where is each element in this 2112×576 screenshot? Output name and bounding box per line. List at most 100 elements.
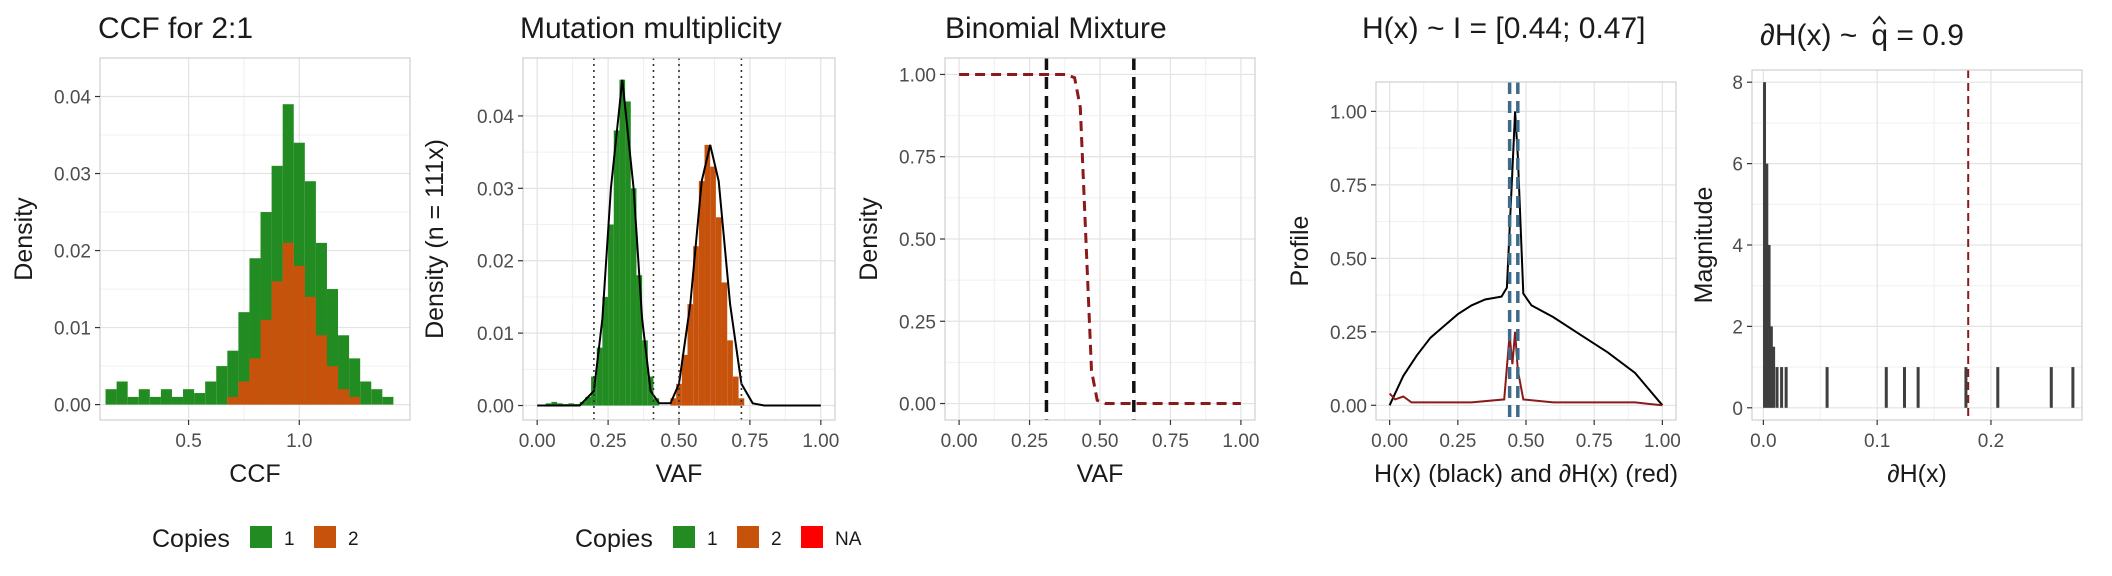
bar <box>1996 367 2000 408</box>
bar-series-1 <box>227 350 239 405</box>
bar-series-2 <box>271 281 283 405</box>
x-tick-label: 0.00 <box>941 431 978 452</box>
bar-series-1 <box>326 289 339 405</box>
panel-4: 0.00 0.25 0.50 0.75 1.00 0.00 0.25 0.50 0.75 1.00… <box>1286 12 1681 488</box>
legend-label-1: 1 <box>707 529 718 550</box>
x-axis-title: VAF <box>656 460 703 488</box>
bar-series-1 <box>630 188 637 406</box>
legend-label-2: 2 <box>771 529 782 550</box>
bar-series-1 <box>642 340 648 406</box>
bar-series-1 <box>260 212 272 405</box>
bar-series-2 <box>293 265 305 405</box>
y-axis-title: Profile <box>1286 216 1314 287</box>
legend: Copies 1 2 NA <box>575 525 862 553</box>
bar-series-1 <box>545 403 552 406</box>
x-tick-label: 1.00 <box>1222 431 1259 452</box>
bar-series-1 <box>585 396 592 406</box>
bar-series-1 <box>194 393 206 405</box>
bar <box>2071 367 2075 408</box>
y-tick-label: 0 <box>1732 399 1743 420</box>
x-tick-label: 0.2 <box>1978 431 2004 452</box>
bar <box>1964 367 1968 408</box>
bar <box>1884 367 1888 408</box>
bar-series-2 <box>698 181 705 406</box>
y-tick-label: 0.50 <box>899 230 936 251</box>
y-tick-label: 0.75 <box>899 148 936 169</box>
y-tick-label: 0.50 <box>1330 249 1367 270</box>
bar-series-2 <box>727 340 733 406</box>
x-tick-label: 1.00 <box>1644 431 1681 452</box>
bar <box>1775 367 1779 408</box>
bar-series-1 <box>338 335 350 405</box>
bar-series-1 <box>183 389 195 405</box>
bar-series-2 <box>693 246 699 406</box>
chart-title: CCF for 2:1 <box>98 12 253 45</box>
bar-series-1 <box>138 389 150 405</box>
bar-series-2 <box>715 217 722 406</box>
bar-series-1 <box>315 242 327 405</box>
legend-swatch-NA <box>801 526 823 548</box>
bar-series-1 <box>602 296 609 406</box>
y-tick-label: 0.01 <box>477 324 514 345</box>
bar-series-2 <box>681 354 688 406</box>
x-tick-label: 0.50 <box>1082 431 1119 452</box>
y-tick-label: 8 <box>1732 73 1743 94</box>
bar-series-2 <box>249 358 261 405</box>
bar-series-2 <box>670 398 677 406</box>
legend-label-1: 1 <box>284 529 295 550</box>
x-tick-label: 0.75 <box>1152 431 1189 452</box>
bar-series-1 <box>127 396 139 405</box>
bar-series-1 <box>304 181 316 405</box>
bar-series-1 <box>205 381 217 405</box>
bar-series-2 <box>315 335 327 405</box>
y-tick-label: 0.75 <box>1330 176 1367 197</box>
bar-series-2 <box>338 389 350 405</box>
bar-series-1 <box>116 381 128 405</box>
bar-series-2 <box>721 282 728 406</box>
chart-title-suffix: q = 0.9 <box>1871 19 1964 52</box>
bar-series-2 <box>326 366 339 405</box>
bar-series-1 <box>371 389 383 405</box>
y-tick-label: 0.00 <box>477 397 514 418</box>
y-tick-label: 0.03 <box>54 165 91 186</box>
bar-series-2 <box>687 304 694 406</box>
panel-5: 0.0 0.1 0.2 0 2 4 6 8 ∂H(x) Magnitude ∂H(x) ~ q = 0… <box>1690 15 2083 488</box>
legend-swatch-2 <box>314 526 336 548</box>
x-tick-label: 0.75 <box>1576 431 1613 452</box>
chart-title: ∂H(x) ~ <box>1760 19 1857 52</box>
bar <box>1825 367 1829 408</box>
bar-series-1 <box>596 347 603 406</box>
y-tick-label: 0.00 <box>899 395 936 416</box>
bar-series-2 <box>227 396 239 405</box>
legend: Copies 1 2 <box>152 525 359 553</box>
bar <box>1769 326 1773 408</box>
bar-series-2 <box>238 381 250 405</box>
bar-series-2 <box>732 376 739 406</box>
y-axis-title: Density (n = 111x) <box>421 139 449 339</box>
bar <box>2049 367 2053 408</box>
bar-series-1 <box>608 224 614 406</box>
plot-frame <box>99 57 411 421</box>
x-tick-label: 1.0 <box>286 431 312 452</box>
bar-series-1 <box>636 275 643 406</box>
legend-swatch-1 <box>250 526 272 548</box>
bar-series-1 <box>557 403 563 406</box>
x-axis-title: ∂H(x) <box>1887 460 1947 488</box>
y-tick-label: 0.04 <box>477 107 514 128</box>
x-tick-label: 0.1 <box>1864 431 1890 452</box>
bar <box>1772 346 1776 408</box>
bar-series-1 <box>249 258 261 405</box>
bar-series-1 <box>171 396 184 405</box>
y-tick-label: 0.02 <box>477 252 514 273</box>
panel-2: 0.00 0.25 0.50 0.75 1.00 0.00 0.01 0.02 0.03 0.04… <box>421 12 862 553</box>
x-tick-label: 0.5 <box>175 431 201 452</box>
x-tick-label: 0.50 <box>1508 431 1545 452</box>
bar <box>1765 163 1769 408</box>
y-tick-label: 1.00 <box>899 65 936 86</box>
panel-1: 0.5 1.0 0.00 0.01 0.02 0.03 0.04 CCF Density CCF … <box>10 12 411 553</box>
x-axis-title: VAF <box>1077 460 1124 488</box>
bar-series-2 <box>260 319 272 405</box>
y-tick-label: 0.03 <box>477 179 514 200</box>
x-tick-label: 0.50 <box>661 431 698 452</box>
bar-series-1 <box>149 396 161 405</box>
